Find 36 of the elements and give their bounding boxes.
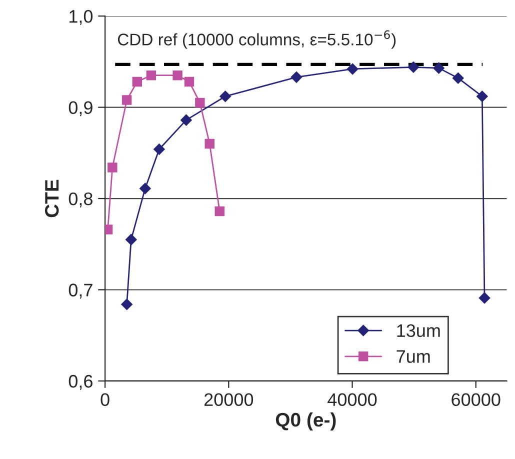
point (220, 90, 231, 102)
point (184, 76, 194, 87)
y-tick-label: 0,7 (68, 284, 92, 299)
point (140, 182, 151, 194)
point (121, 298, 132, 310)
point (122, 95, 132, 105)
point (204, 138, 214, 149)
annotation: CDD ref (10000 columns, ε=5.5.10$^{−6}$) (118, 30, 396, 49)
point (172, 70, 182, 80)
y-tick-label: 0,9 (68, 101, 92, 116)
y-axis-title: CTE (44, 180, 59, 218)
y-tick-label: 1,0 (70, 10, 93, 25)
point (433, 62, 444, 74)
point (452, 72, 464, 84)
point (126, 234, 137, 246)
point (108, 162, 118, 172)
point (346, 63, 358, 75)
point (146, 70, 156, 80)
x-tick-label: 20000 (204, 393, 254, 406)
point (476, 90, 488, 102)
legend-label: 7um (396, 350, 430, 363)
point (195, 98, 205, 108)
y-tick-label: 0,8 (68, 192, 92, 208)
point (132, 76, 142, 87)
point (478, 292, 490, 304)
x-axis-title: Q0 (e-) (276, 412, 336, 431)
point (180, 114, 192, 126)
y-tick-label: 0,6 (68, 374, 92, 390)
point (154, 144, 165, 155)
x-tick-label: 40000 (328, 393, 377, 406)
point (290, 72, 302, 83)
point (408, 62, 420, 73)
x-tick-label: 60000 (452, 393, 500, 406)
point (214, 206, 224, 216)
x-tick-label: 0 (100, 393, 110, 406)
legend-label: 13um (397, 324, 440, 338)
